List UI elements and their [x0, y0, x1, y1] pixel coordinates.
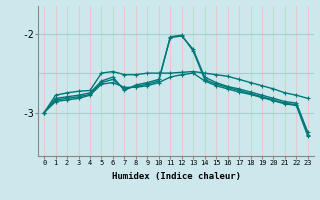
X-axis label: Humidex (Indice chaleur): Humidex (Indice chaleur): [111, 172, 241, 181]
